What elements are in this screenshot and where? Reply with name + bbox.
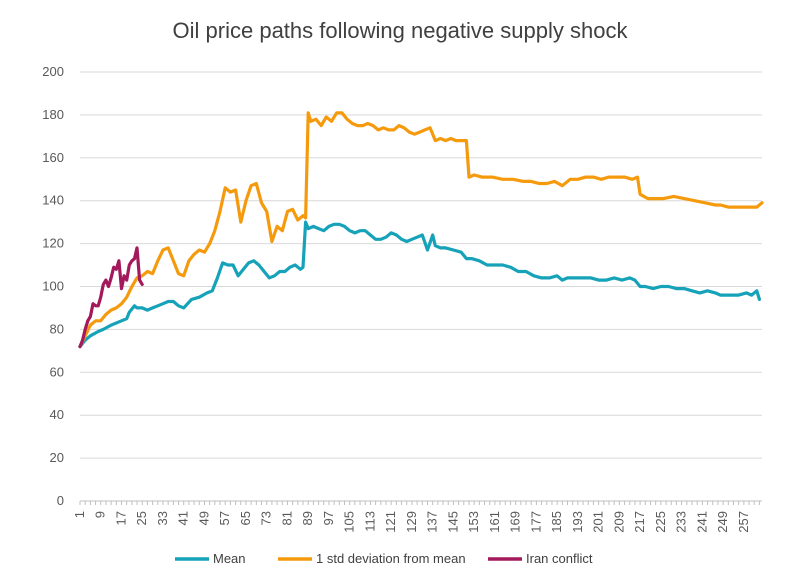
legend-label-1-std-deviation-from-mean: 1 std deviation from mean <box>316 551 466 566</box>
x-tick-label: 9 <box>93 511 108 518</box>
y-tick-label: 200 <box>42 64 64 79</box>
legend: Mean 1 std deviation from mean Iran confli… <box>175 551 593 566</box>
x-axis-tick-labels: 1 9 17 25 33 41 49 57 65 73 81 89 97 105 113 121 129 137 1… <box>72 511 751 533</box>
x-tick-label: 225 <box>653 511 668 533</box>
x-tick-label: 17 <box>113 511 128 525</box>
y-tick-label: 120 <box>42 236 64 251</box>
x-tick-label: 25 <box>134 511 149 525</box>
data-series <box>78 111 764 349</box>
y-tick-label: 80 <box>50 321 64 336</box>
x-tick-label: 65 <box>238 511 253 525</box>
y-tick-label: 100 <box>42 279 64 294</box>
legend-label-iran-conflict: Iran conflict <box>526 551 593 566</box>
gridlines <box>80 71 762 459</box>
x-tick-label: 233 <box>674 511 689 533</box>
x-tick-label: 41 <box>176 511 191 525</box>
x-tick-label: 113 <box>362 511 377 532</box>
x-tick-label: 73 <box>259 511 274 525</box>
x-tick-label: 257 <box>736 511 751 533</box>
x-tick-label: 193 <box>570 511 585 533</box>
x-tick-label: 145 <box>445 511 460 533</box>
y-tick-label: 160 <box>42 150 64 165</box>
x-tick-label: 81 <box>279 511 294 525</box>
x-tick-label: 153 <box>466 511 481 533</box>
series-line-1-std-deviation-from-mean <box>78 111 764 349</box>
chart-title: Oil price paths following negative suppl… <box>172 18 628 43</box>
y-tick-label: 40 <box>50 407 64 422</box>
x-tick-label: 209 <box>611 511 626 533</box>
x-tick-label: 1 <box>72 511 87 518</box>
x-tick-label: 137 <box>425 511 440 533</box>
x-tick-label: 33 <box>155 511 170 525</box>
x-tick-label: 177 <box>528 511 543 533</box>
x-tick-label: 161 <box>487 511 502 533</box>
legend-label-mean: Mean <box>213 551 246 566</box>
series-line-iran-conflict <box>78 246 144 349</box>
axes <box>79 500 762 505</box>
y-tick-label: 180 <box>42 107 64 122</box>
series-line-mean <box>78 220 762 349</box>
x-tick-label: 217 <box>632 511 647 533</box>
y-tick-label: 60 <box>50 364 64 379</box>
y-tick-label: 140 <box>42 193 64 208</box>
x-tick-label: 97 <box>321 511 336 525</box>
x-tick-label: 49 <box>196 511 211 525</box>
y-tick-label: 20 <box>50 450 64 465</box>
x-tick-label: 249 <box>715 511 730 533</box>
x-tick-label: 105 <box>342 511 357 533</box>
y-axis-tick-labels: 0 20 40 60 80 100 120 140 160 180 200 <box>42 64 64 508</box>
x-tick-label: 241 <box>694 511 709 533</box>
y-tick-label: 0 <box>57 493 64 508</box>
x-tick-label: 201 <box>591 511 606 533</box>
x-tick-label: 89 <box>300 511 315 525</box>
x-tick-label: 185 <box>549 511 564 533</box>
x-tick-label: 169 <box>508 511 523 533</box>
x-tick-label: 129 <box>404 511 419 533</box>
x-tick-label: 121 <box>383 511 398 533</box>
x-tick-label: 57 <box>217 511 232 525</box>
